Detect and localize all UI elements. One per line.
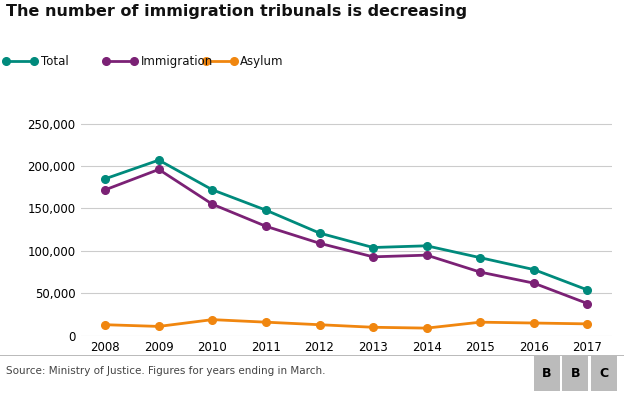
Text: C: C <box>600 367 608 380</box>
Text: B: B <box>542 367 552 380</box>
Text: Source: Ministry of Justice. Figures for years ending in March.: Source: Ministry of Justice. Figures for… <box>6 366 326 376</box>
Text: Immigration: Immigration <box>140 55 213 68</box>
Text: B: B <box>570 367 580 380</box>
Text: The number of immigration tribunals is decreasing: The number of immigration tribunals is d… <box>6 4 467 19</box>
Text: Asylum: Asylum <box>240 55 284 68</box>
Text: Total: Total <box>41 55 68 68</box>
